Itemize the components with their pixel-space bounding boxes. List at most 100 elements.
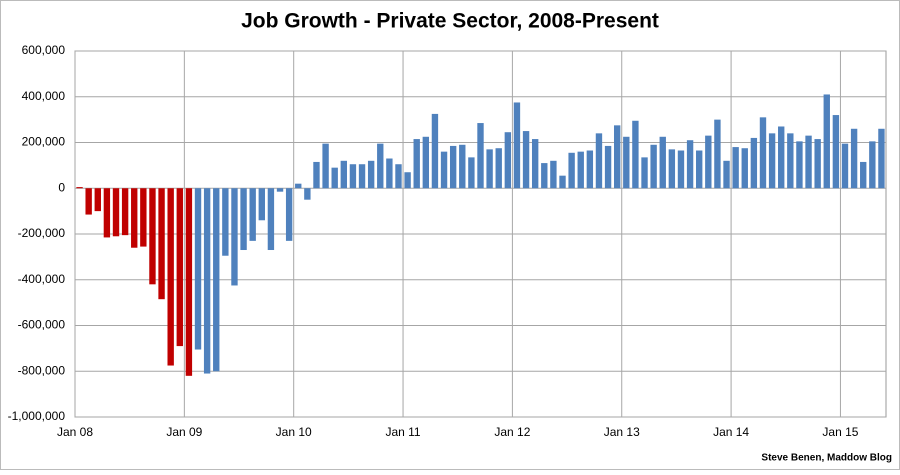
bar bbox=[240, 188, 247, 251]
bar bbox=[358, 164, 366, 189]
chart-title: Job Growth - Private Sector, 2008-Presen… bbox=[241, 10, 659, 33]
bar bbox=[340, 160, 348, 189]
bar bbox=[522, 131, 530, 189]
bar bbox=[659, 136, 666, 189]
bar bbox=[787, 133, 794, 189]
bar bbox=[604, 145, 612, 189]
x-tick-label: Jan 10 bbox=[276, 425, 312, 439]
bar bbox=[94, 188, 101, 212]
bar bbox=[568, 152, 575, 189]
bar bbox=[513, 102, 521, 189]
x-tick-label: Jan 13 bbox=[604, 425, 640, 439]
bar bbox=[413, 139, 420, 189]
bar bbox=[185, 188, 193, 376]
bar bbox=[304, 188, 311, 200]
bar bbox=[267, 188, 275, 251]
bar bbox=[841, 143, 849, 189]
bar bbox=[203, 188, 211, 374]
bar bbox=[231, 188, 238, 286]
bar bbox=[668, 149, 676, 189]
bar bbox=[377, 143, 384, 189]
y-tick-label: -1,000,000 bbox=[8, 409, 66, 423]
bar bbox=[613, 125, 621, 189]
bar bbox=[276, 188, 284, 192]
bar bbox=[112, 188, 120, 237]
bar bbox=[85, 188, 92, 215]
bar bbox=[650, 144, 657, 189]
bar bbox=[322, 143, 329, 189]
bar bbox=[805, 135, 812, 189]
bar bbox=[285, 188, 293, 241]
bar bbox=[696, 150, 703, 189]
bar bbox=[623, 136, 630, 189]
source: Steve Benen, Maddow Blog bbox=[761, 453, 892, 464]
bar bbox=[869, 141, 876, 189]
bar bbox=[395, 164, 402, 189]
bar bbox=[495, 148, 502, 189]
x-tick-label: Jan 08 bbox=[57, 425, 93, 439]
y-tick-label: 0 bbox=[58, 180, 65, 194]
bar bbox=[504, 132, 512, 189]
bar bbox=[213, 188, 220, 372]
bar bbox=[586, 150, 594, 189]
y-tick-label: 200,000 bbox=[22, 135, 66, 149]
x-tick-label: Jan 11 bbox=[385, 425, 420, 439]
bar bbox=[632, 120, 639, 189]
y-tick-label: -600,000 bbox=[18, 318, 66, 332]
bar bbox=[741, 148, 748, 189]
bar bbox=[832, 115, 840, 189]
bar bbox=[76, 187, 83, 189]
bar bbox=[249, 188, 256, 241]
bar bbox=[550, 160, 557, 189]
bar bbox=[449, 145, 457, 189]
y-tick-label: -200,000 bbox=[18, 226, 66, 240]
bar bbox=[796, 141, 803, 189]
bar bbox=[860, 161, 867, 189]
bar bbox=[814, 139, 821, 189]
bar bbox=[823, 94, 830, 189]
bar bbox=[367, 160, 375, 189]
x-tick-label: Jan 09 bbox=[166, 425, 202, 439]
bar bbox=[121, 188, 129, 236]
bar bbox=[349, 164, 357, 189]
bar bbox=[468, 157, 475, 189]
bar bbox=[440, 151, 448, 189]
bar bbox=[595, 133, 603, 189]
bar bbox=[313, 161, 320, 189]
x-tick-label: Jan 14 bbox=[713, 425, 749, 439]
bar bbox=[778, 126, 785, 189]
bar bbox=[705, 135, 712, 189]
bar bbox=[258, 188, 265, 221]
y-tick-label: -400,000 bbox=[18, 272, 66, 286]
bar bbox=[131, 188, 138, 248]
bar bbox=[577, 151, 584, 189]
bar bbox=[386, 158, 393, 189]
bar bbox=[331, 167, 338, 189]
bar bbox=[723, 160, 730, 189]
bar bbox=[158, 188, 165, 300]
bar bbox=[850, 128, 858, 189]
bar bbox=[140, 188, 147, 247]
bar bbox=[431, 113, 439, 189]
y-tick-label: -800,000 bbox=[18, 363, 66, 377]
bar bbox=[167, 188, 174, 366]
y-tick-label: 600,000 bbox=[22, 43, 66, 57]
bar bbox=[404, 172, 411, 189]
bar bbox=[103, 188, 111, 238]
bar bbox=[714, 119, 721, 189]
x-tick-label: Jan 12 bbox=[494, 425, 530, 439]
bar bbox=[477, 123, 484, 189]
bar bbox=[149, 188, 156, 285]
bar bbox=[222, 188, 229, 256]
bar bbox=[531, 139, 539, 189]
bar bbox=[677, 150, 685, 189]
y-tick-label: 400,000 bbox=[22, 89, 66, 103]
bar bbox=[541, 163, 548, 189]
bar bbox=[486, 149, 493, 189]
x-tick-label: Jan 15 bbox=[822, 425, 858, 439]
bar bbox=[768, 133, 776, 189]
bar bbox=[559, 175, 566, 189]
bar bbox=[641, 157, 648, 189]
bar bbox=[750, 137, 758, 189]
